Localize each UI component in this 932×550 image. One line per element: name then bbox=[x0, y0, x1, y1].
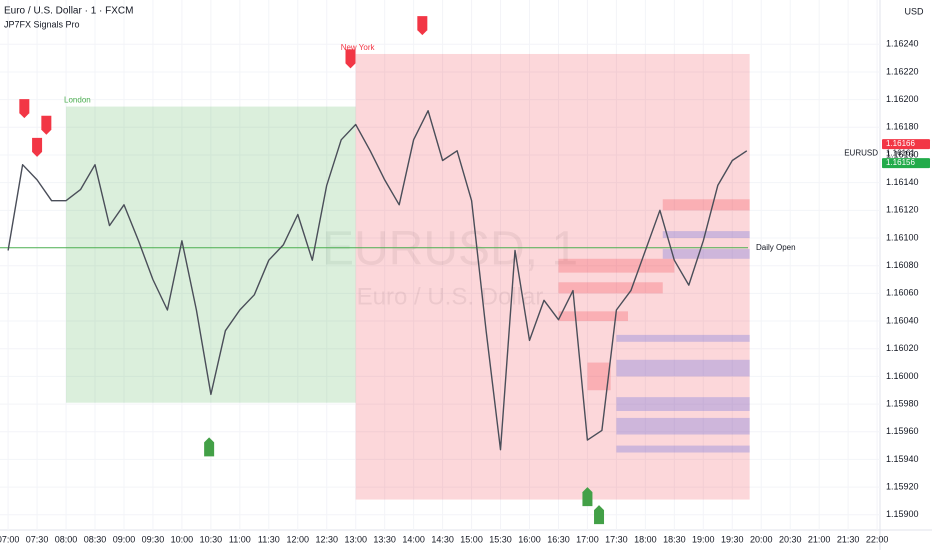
indicator-name: JP7FX Signals Pro bbox=[4, 19, 80, 29]
signal-arrow bbox=[417, 16, 428, 36]
signal-arrow bbox=[594, 505, 605, 525]
zone bbox=[616, 334, 750, 342]
x-tick-label: 11:30 bbox=[258, 534, 280, 544]
signal-arrow bbox=[345, 49, 356, 69]
y-tick-label: 1.16160 bbox=[886, 149, 919, 159]
price-label: 1.16166 bbox=[886, 139, 915, 148]
y-tick-label: 1.16060 bbox=[886, 288, 919, 298]
y-tick-label: 1.16040 bbox=[886, 315, 919, 325]
price-tag bbox=[882, 158, 930, 169]
x-tick-label: 08:30 bbox=[84, 534, 107, 544]
x-tick-label: 17:30 bbox=[605, 534, 628, 544]
session-label: London bbox=[64, 96, 91, 105]
x-tick-label: 17:00 bbox=[576, 534, 599, 544]
x-tick-label: 14:00 bbox=[402, 534, 425, 544]
x-tick-label: 07:00 bbox=[0, 534, 19, 544]
zone bbox=[558, 282, 663, 294]
y-tick-label: 1.16000 bbox=[886, 371, 919, 381]
x-tick-label: 19:30 bbox=[721, 534, 744, 544]
y-tick-label: 1.16180 bbox=[886, 122, 919, 132]
symbol-label: EURUSD bbox=[844, 149, 878, 158]
x-tick-label: 18:00 bbox=[634, 534, 657, 544]
price-tag bbox=[882, 139, 930, 150]
x-tick-label: 14:30 bbox=[431, 534, 454, 544]
x-tick-label: 12:00 bbox=[287, 534, 310, 544]
x-tick-label: 12:30 bbox=[315, 534, 338, 544]
signal-arrow bbox=[41, 115, 52, 135]
x-tick-label: 18:30 bbox=[663, 534, 686, 544]
signal-arrow bbox=[204, 437, 215, 457]
zone bbox=[616, 359, 750, 377]
plot: EURUSD, 1Euro / U.S. DollarLondonNew Yor… bbox=[0, 0, 880, 530]
y-tick-label: 1.16100 bbox=[886, 232, 919, 242]
signal-arrow bbox=[32, 137, 43, 157]
x-tick-label: 13:00 bbox=[344, 534, 367, 544]
y-tick-label: 1.16080 bbox=[886, 260, 919, 270]
x-tick-label: 20:00 bbox=[750, 534, 773, 544]
daily-open-label: Daily Open bbox=[756, 243, 796, 252]
zone bbox=[662, 231, 750, 239]
zone bbox=[558, 258, 675, 273]
watermark: EURUSD, 1 bbox=[322, 223, 578, 276]
price-label: 1.16161 bbox=[886, 149, 915, 158]
zone bbox=[662, 249, 750, 259]
x-tick-label: 19:00 bbox=[692, 534, 715, 544]
y-tick-label: 1.16200 bbox=[886, 94, 919, 104]
x-tick-label: 11:00 bbox=[229, 534, 251, 544]
y-tick-label: 1.15960 bbox=[886, 426, 919, 436]
x-tick-label: 15:00 bbox=[460, 534, 483, 544]
price-label: 1.16156 bbox=[886, 158, 915, 167]
x-tick-label: 20:30 bbox=[779, 534, 802, 544]
x-tick-label: 16:00 bbox=[518, 534, 541, 544]
signal-arrow bbox=[582, 487, 593, 507]
session-box bbox=[66, 106, 356, 403]
x-tick-label: 10:00 bbox=[171, 534, 194, 544]
price-line bbox=[7, 110, 748, 451]
x-tick-label: 08:00 bbox=[55, 534, 78, 544]
zone bbox=[616, 397, 750, 411]
x-tick-label: 21:30 bbox=[837, 534, 860, 544]
x-tick-label: 22:00 bbox=[866, 534, 889, 544]
y-tick-label: 1.15920 bbox=[886, 481, 919, 491]
zone bbox=[616, 445, 750, 453]
currency[interactable]: USD bbox=[904, 6, 924, 16]
zone bbox=[587, 362, 611, 391]
session-label: New York bbox=[341, 43, 376, 52]
x-tick-label: 07:30 bbox=[26, 534, 49, 544]
x-tick-label: 15:30 bbox=[489, 534, 512, 544]
y-tick-label: 1.15900 bbox=[886, 509, 919, 519]
y-tick-label: 1.16220 bbox=[886, 66, 919, 76]
x-tick-label: 16:30 bbox=[547, 534, 570, 544]
chart-title: Euro / U.S. Dollar · 1 · FXCM bbox=[4, 6, 133, 17]
y-tick-label: 1.15980 bbox=[886, 398, 919, 408]
x-tick-label: 10:30 bbox=[200, 534, 223, 544]
y-tick-label: 1.16140 bbox=[886, 177, 919, 187]
zone bbox=[558, 311, 628, 322]
x-tick-label: 21:00 bbox=[808, 534, 831, 544]
y-tick-label: 1.16020 bbox=[886, 343, 919, 353]
x-tick-label: 09:30 bbox=[142, 534, 165, 544]
zone bbox=[662, 199, 750, 211]
x-tick-label: 13:30 bbox=[373, 534, 396, 544]
y-tick-label: 1.16120 bbox=[886, 205, 919, 215]
x-tick-label: 09:00 bbox=[113, 534, 136, 544]
y-tick-label: 1.16240 bbox=[886, 39, 919, 49]
y-tick-label: 1.15940 bbox=[886, 454, 919, 464]
signal-arrow bbox=[19, 99, 30, 119]
zone bbox=[616, 417, 750, 435]
